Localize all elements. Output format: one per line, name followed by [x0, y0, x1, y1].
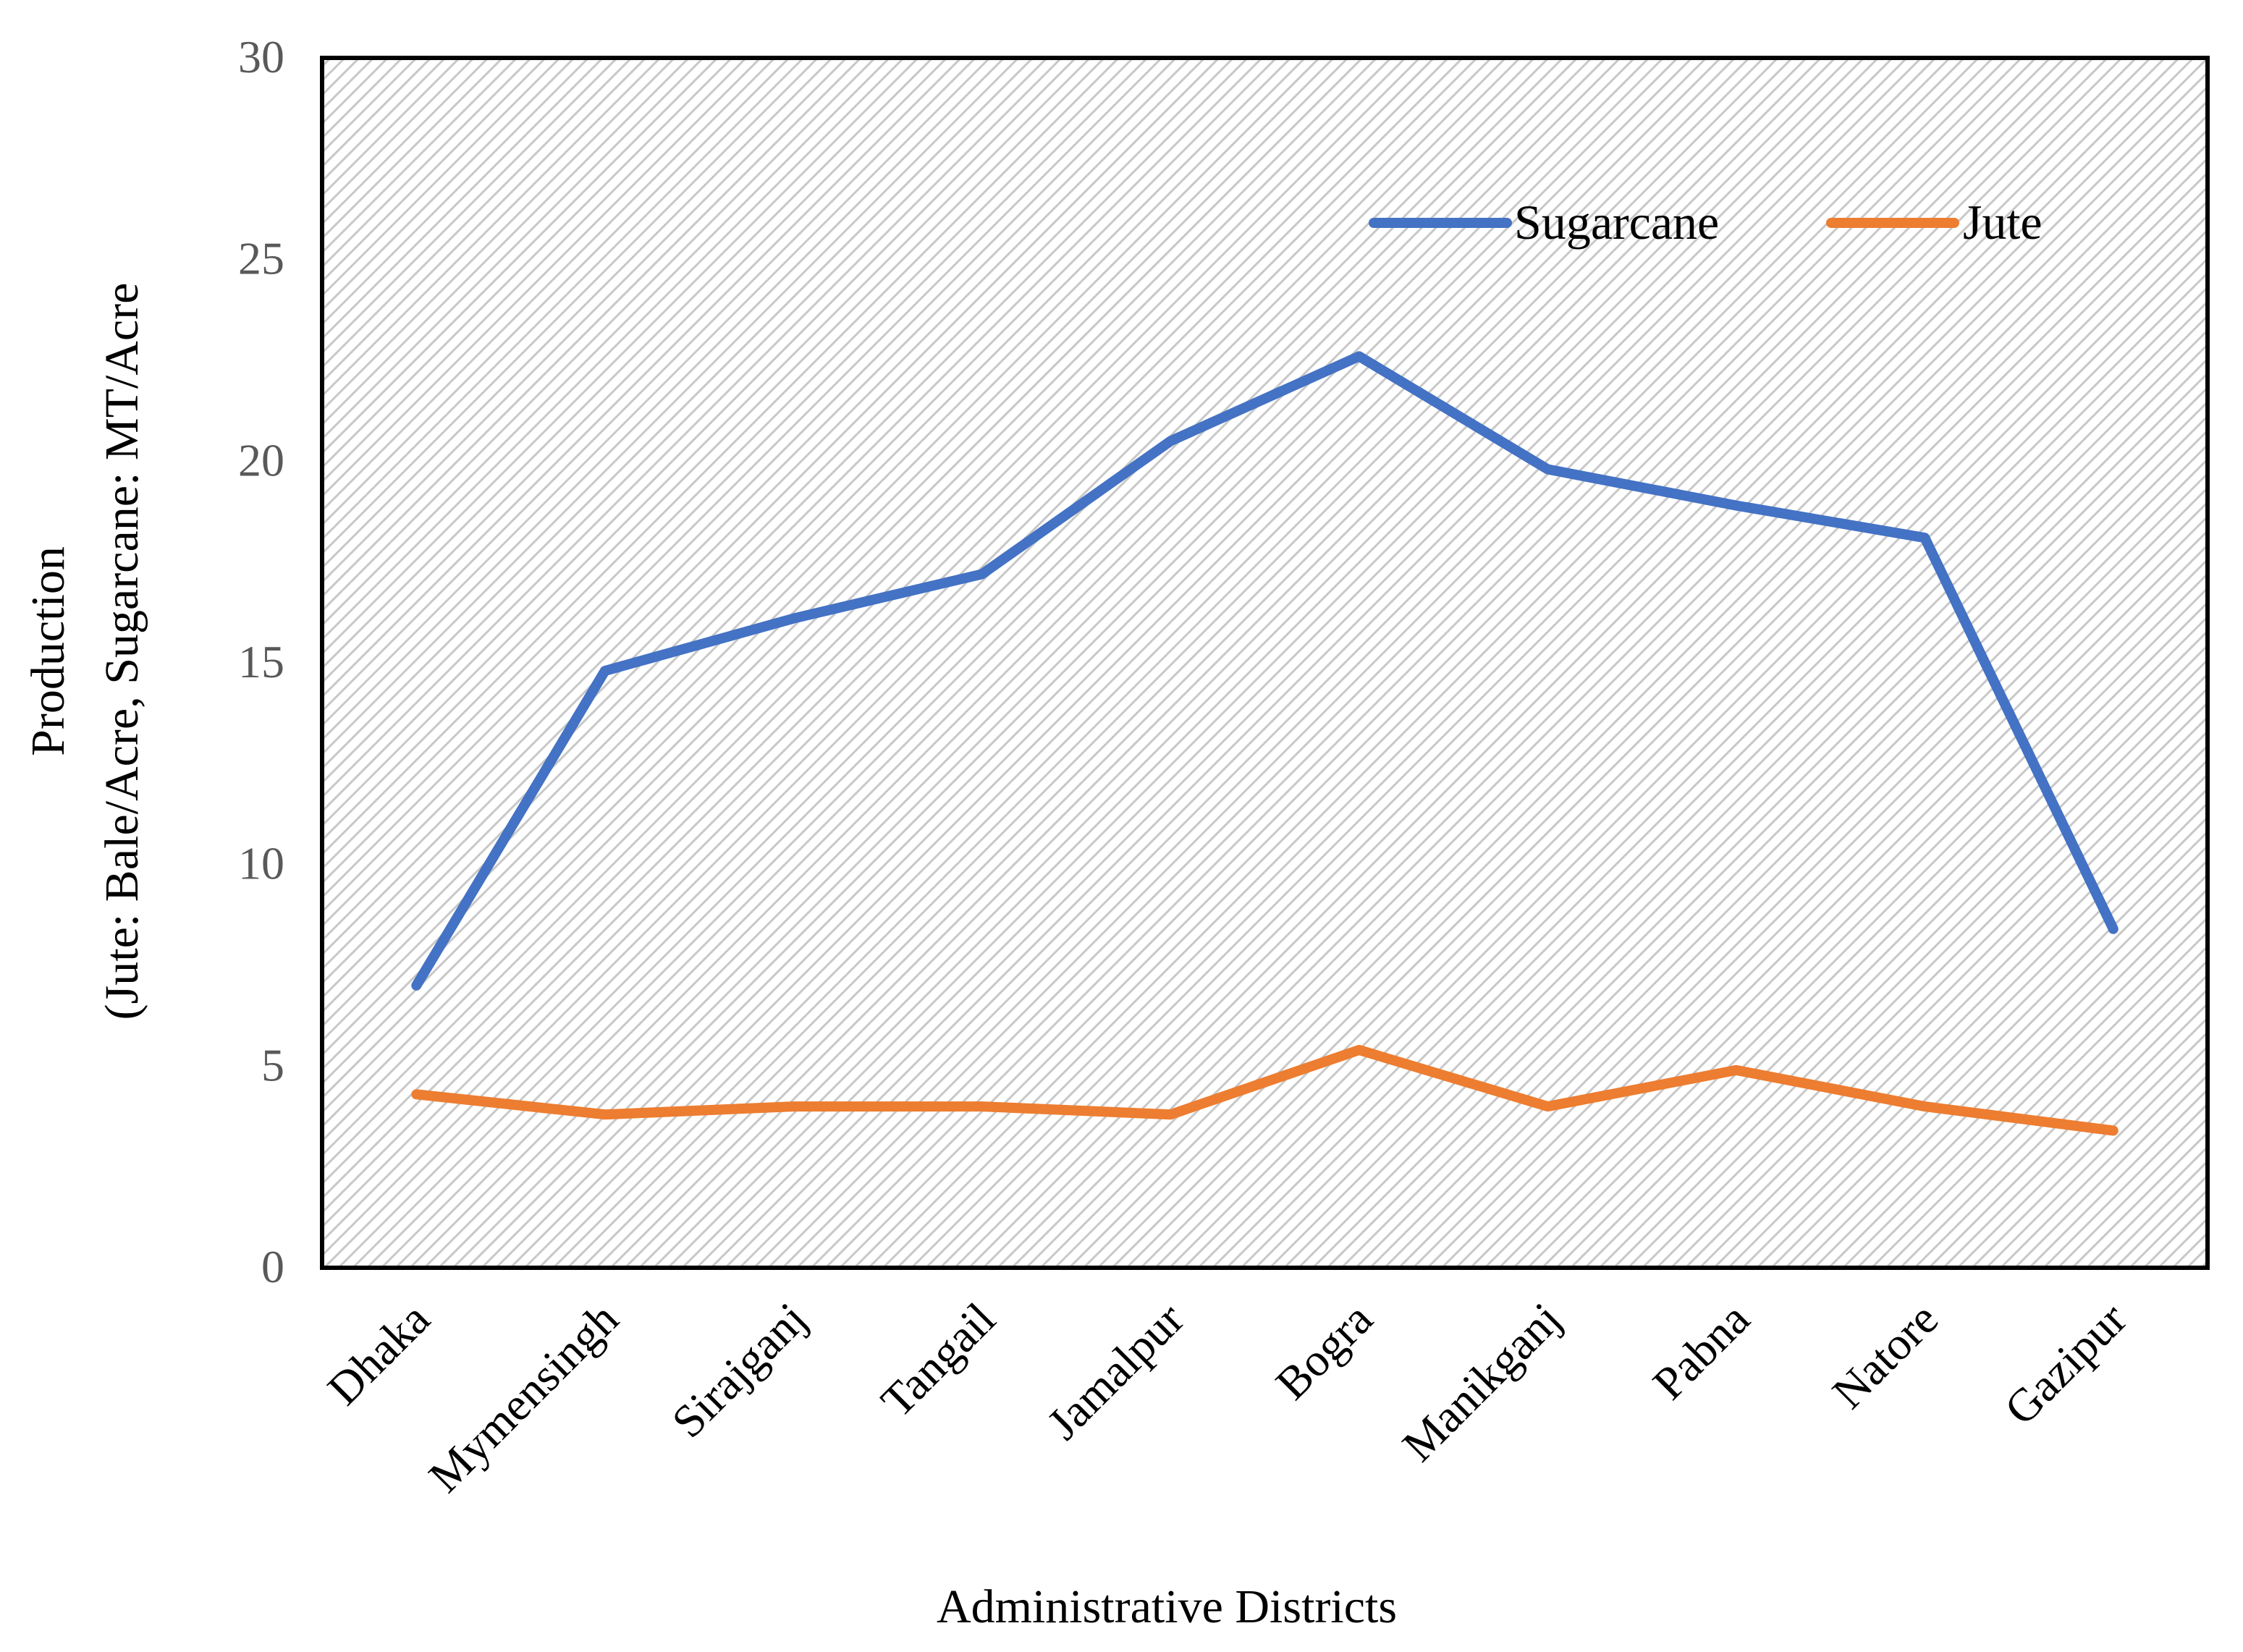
x-tick-label: Dhaka [318, 1293, 439, 1415]
y-tick-label: 20 [238, 434, 284, 486]
data-point-jute [1170, 1114, 1171, 1115]
x-tick-label: Sirajganj [662, 1293, 817, 1448]
data-point-sugarcane [1547, 468, 1548, 470]
data-point-jute [1547, 1106, 1548, 1107]
x-tick-label: Gazipur [1995, 1293, 2137, 1435]
data-point-jute [793, 1106, 794, 1107]
y-tick-label: 15 [238, 636, 284, 687]
series-line-sugarcane [411, 351, 2119, 991]
data-point-jute [2113, 1130, 2114, 1132]
x-tick-label: Bogra [1266, 1293, 1382, 1410]
x-axis-title: Administrative Districts [937, 1580, 1397, 1633]
data-point-sugarcane [1736, 505, 1737, 507]
data-point-jute [1359, 1049, 1360, 1051]
y-tick-label: 30 [238, 31, 284, 82]
series-line-jute [411, 1045, 2119, 1136]
y-axis-title-line2: (Jute: Bale/Acre, Sugarcane: MT/Acre [96, 283, 148, 1020]
data-point-jute [604, 1114, 606, 1115]
data-point-jute [1924, 1106, 1925, 1107]
y-tick-label: 25 [238, 233, 284, 284]
data-point-sugarcane [981, 573, 983, 575]
y-axis-title-line1: Production [22, 546, 75, 756]
data-point-sugarcane [415, 985, 417, 986]
x-tick-label: Pabna [1643, 1293, 1760, 1410]
y-tick-label: 10 [238, 838, 284, 889]
x-tick-label: Jamalpur [1037, 1293, 1194, 1449]
data-point-jute [415, 1093, 417, 1095]
y-axis-ticks: 0 5 10 15 20 25 30 [238, 31, 284, 1292]
data-point-sugarcane [1924, 537, 1925, 538]
legend: Sugarcane Jute [1369, 195, 2043, 250]
y-axis-title: Production (Jute: Bale/Acre, Sugarcane: … [22, 283, 148, 1020]
data-point-jute [1736, 1069, 1737, 1071]
legend-jute-label: Jute [1963, 195, 2043, 250]
data-point-sugarcane [2113, 928, 2114, 930]
legend-sugarcane-label: Sugarcane [1514, 195, 1719, 250]
y-tick-label: 5 [261, 1039, 284, 1090]
x-tick-label: Mymensingh [419, 1293, 628, 1502]
data-point-jute [981, 1106, 983, 1107]
data-point-sugarcane [1359, 355, 1360, 357]
data-point-sugarcane [793, 618, 794, 619]
data-point-sugarcane [1170, 440, 1171, 441]
y-tick-label: 0 [261, 1241, 284, 1292]
x-tick-label: Tangail [871, 1293, 1005, 1427]
x-tick-label: Manikganj [1393, 1293, 1571, 1471]
data-point-sugarcane [604, 670, 606, 672]
series-lines [411, 351, 2119, 1136]
x-tick-label: Natore [1822, 1293, 1948, 1418]
